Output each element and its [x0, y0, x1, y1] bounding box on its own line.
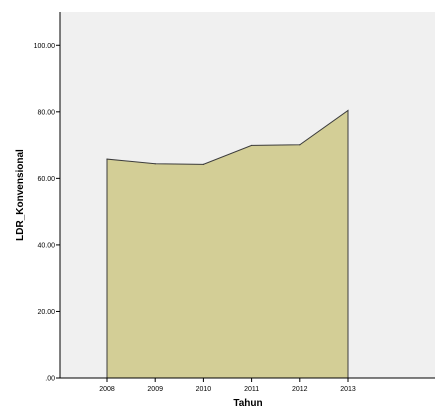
- y-tick-label: .00: [45, 376, 55, 383]
- area-point-2012: [299, 144, 301, 146]
- area-point-2010: [202, 163, 204, 165]
- area-point-2011: [251, 144, 253, 147]
- y-tick-label: 100.00: [34, 43, 56, 50]
- y-tick-layer: .00 20.00 40.00 60.00 80.00 100.00: [34, 43, 60, 383]
- y-tick-label: 20.00: [37, 309, 55, 316]
- y-tick-label: 40.00: [37, 242, 55, 249]
- area-point-2013: [347, 109, 349, 112]
- area-point-2008: [106, 158, 108, 160]
- x-tick-layer: 2008 2009 2010 2011 2012 2013: [99, 378, 356, 393]
- x-tick-label: 2013: [340, 386, 356, 393]
- y-tick-label: 60.00: [37, 176, 55, 183]
- axis-layer: [59, 12, 435, 379]
- x-axis-title: Tahun: [233, 398, 262, 409]
- area-point-2009: [154, 163, 156, 165]
- y-tick-label: 80.00: [37, 109, 55, 116]
- x-tick-label: 2009: [147, 386, 163, 393]
- x-tick-label: 2010: [196, 386, 212, 393]
- y-axis-title: LDR_Konvensional: [15, 149, 26, 241]
- area-series-layer: [106, 109, 349, 379]
- x-tick-label: 2012: [292, 386, 308, 393]
- x-tick-label: 2008: [99, 386, 115, 393]
- x-tick-label: 2011: [244, 386, 259, 393]
